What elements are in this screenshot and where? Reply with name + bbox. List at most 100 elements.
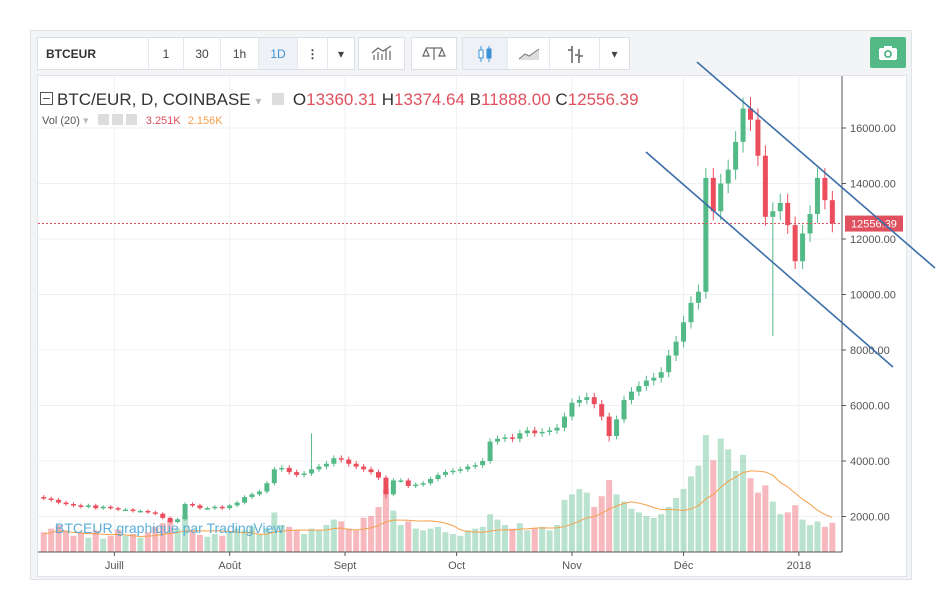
candle-body	[822, 177, 828, 201]
compare-button[interactable]	[411, 37, 457, 70]
visibility-icon[interactable]	[272, 93, 285, 105]
candle-body	[85, 505, 91, 507]
candle-body	[681, 322, 687, 342]
candle-body	[562, 416, 567, 428]
last-price-label: 12556.39	[845, 215, 903, 232]
volume-title[interactable]: Vol (20)	[42, 115, 80, 127]
candle-body	[755, 119, 761, 156]
symbol-search-input[interactable]: BTCEUR	[38, 38, 149, 69]
upper-trendline[interactable]	[696, 61, 936, 269]
candle-body	[286, 467, 292, 473]
series-title[interactable]: BTC/EUR, D, COINBASE	[57, 90, 251, 109]
candle-body	[509, 437, 515, 439]
candle-body	[428, 479, 434, 484]
candle-body	[160, 513, 166, 518]
interval-30-button[interactable]: 30	[184, 38, 221, 69]
volume-bar	[85, 537, 92, 552]
interval-1d-button[interactable]: 1D	[259, 38, 298, 69]
y-tick-label: 14000.00	[850, 179, 896, 191]
volume-bar	[799, 519, 806, 552]
volume-bar	[598, 496, 605, 552]
volume-bar	[643, 516, 650, 552]
volume-bar	[613, 494, 620, 552]
lower-trendline[interactable]	[645, 151, 894, 368]
more-intervals-button[interactable]: ⋮	[298, 38, 328, 69]
candle-body	[666, 355, 672, 373]
candle-body	[376, 472, 381, 478]
volume-dropdown-icon[interactable]: ▾	[82, 115, 89, 127]
candle-body	[294, 472, 300, 475]
y-tick-label: 2000.00	[850, 512, 890, 524]
snapshot-button[interactable]	[870, 37, 906, 68]
volume-bar	[107, 535, 114, 552]
volume-bar	[829, 522, 836, 552]
candle-body	[517, 433, 523, 439]
volume-bar	[807, 525, 814, 552]
volume-bar	[702, 435, 709, 552]
indicators-icon	[371, 45, 392, 60]
volume-value: 3.251K	[145, 115, 181, 127]
volume-bar	[583, 492, 590, 552]
volume-bar	[293, 530, 300, 552]
volume-bar	[77, 532, 84, 552]
candle-body	[718, 183, 724, 212]
candle-body	[770, 211, 776, 217]
volume-bar	[196, 534, 203, 552]
interval-dropdown-button[interactable]: ▾	[337, 46, 345, 61]
area-chart-icon	[518, 48, 539, 60]
candles-style-button[interactable]	[463, 38, 508, 69]
style-dropdown-button[interactable]: ▾	[611, 46, 618, 61]
indicators-button[interactable]	[358, 37, 405, 70]
volume-bar	[464, 530, 471, 552]
x-tick-label: Déc	[674, 560, 694, 572]
volume-bar	[717, 438, 724, 552]
candle-body	[212, 506, 218, 509]
interval-1-button[interactable]: 1	[149, 38, 184, 69]
volume-bar	[576, 489, 583, 552]
candle-body	[539, 431, 545, 434]
volume-bar	[740, 454, 747, 552]
candle-body	[152, 512, 158, 514]
time-axis[interactable]: Juill Août Sept Oct Nov Déc 2018	[105, 552, 811, 572]
volume-bar	[561, 499, 568, 552]
volume-bar	[732, 471, 739, 552]
volume-bar	[360, 517, 367, 552]
visibility-icon[interactable]	[97, 114, 109, 125]
candle-body	[249, 494, 255, 498]
volume-bar	[189, 530, 196, 552]
candle-body	[93, 505, 99, 509]
volume-bar	[494, 519, 501, 552]
remove-icon[interactable]	[125, 114, 137, 125]
volume-bar	[539, 526, 546, 552]
series-dropdown-icon[interactable]: ▾	[255, 94, 262, 108]
candle-body	[688, 302, 694, 323]
candle-body	[450, 470, 456, 473]
volume-bar	[665, 507, 672, 552]
open-value: 13360.31	[306, 90, 378, 109]
candle-body	[338, 458, 344, 460]
volume-bar	[725, 449, 732, 552]
settings-icon[interactable]	[111, 114, 123, 125]
candle-body	[331, 458, 337, 464]
candle-body	[442, 472, 448, 475]
toolbar-interval-group: BTCEUR 1 30 1h 1D ⋮ ▾	[37, 37, 355, 70]
bar-replay-button[interactable]	[550, 38, 600, 69]
chart-pane[interactable]	[37, 75, 907, 577]
candle-body	[785, 202, 791, 226]
high-label: H	[381, 90, 395, 109]
price-axis[interactable]: 2000.00 4000.00 6000.00 8000.00 10000.00 1200…	[842, 123, 896, 524]
volume-bar	[405, 521, 412, 552]
last-price-value: 12556.39	[851, 219, 897, 231]
volume-bar	[412, 528, 419, 552]
line-style-button[interactable]	[508, 38, 550, 69]
candle-body	[695, 291, 701, 303]
interval-1h-button[interactable]: 1h	[221, 38, 259, 69]
candle-body	[361, 466, 367, 470]
candle-body	[591, 397, 597, 405]
volume-bar	[628, 508, 635, 552]
candle-body	[383, 477, 389, 495]
volume-bar	[650, 517, 657, 552]
candle-body	[636, 386, 642, 392]
collapse-icon[interactable]	[40, 92, 53, 105]
